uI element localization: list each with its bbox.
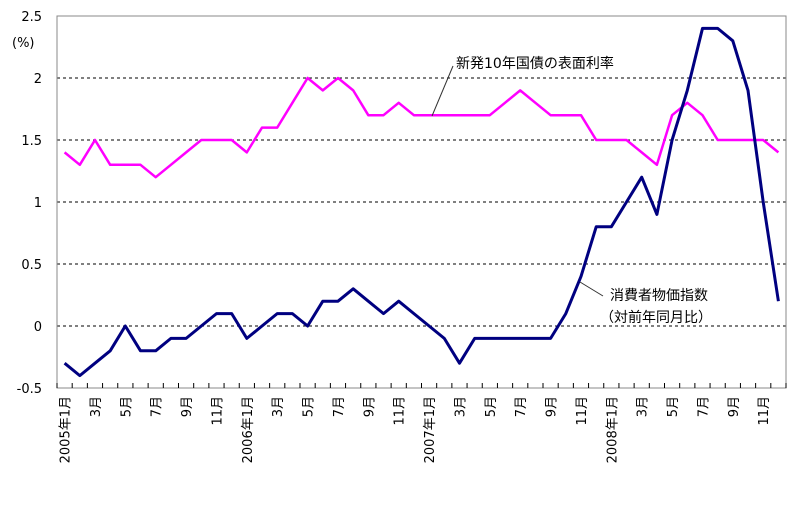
cpi-series-label: 消費者物価指数 [610,288,708,304]
x-tick-label: 7月 [150,396,165,417]
x-tick-label: 5月 [484,396,499,417]
x-tick-label: 2008年1月 [605,396,620,463]
x-tick-label: 11月 [210,396,225,426]
x-tick-label: 5月 [119,396,134,417]
x-tick-label: 9月 [180,396,195,417]
x-tick-label: 3月 [89,396,104,417]
y-tick-label: 1 [34,196,42,211]
x-tick-label: 7月 [696,396,711,417]
x-tick-label: 7月 [514,396,529,417]
x-tick-label: 3月 [636,396,651,417]
bond-rate-leader-line [432,66,453,116]
x-tick-label: 3月 [453,396,468,417]
x-tick-label: 9月 [727,396,742,417]
bond-rate-series-line [65,78,779,177]
x-tick-label: 9月 [545,396,560,417]
x-tick-label: 2007年1月 [423,396,438,463]
bond-rate-series-label: 新発10年国債の表面利率 [456,55,614,72]
y-tick-label: 1.5 [21,134,42,149]
x-tick-label: 7月 [332,396,347,417]
x-tick-label: 5月 [666,396,681,417]
y-tick-label: -0.5 [17,382,42,397]
y-tick-label: 2 [34,72,42,87]
x-tick-label: 11月 [393,396,408,426]
y-axis: 2.5 2 1.5 1 0.5 0 -0.5 [17,10,42,397]
y-unit-label: (%) [12,36,35,51]
y-tick-label: 0.5 [21,258,42,273]
x-axis: 2005年1月 3月 5月 7月 9月 11月 2006年1月 3月 5月 7月 9月 11月 2007… [57,383,786,463]
cpi-leader-line [580,282,603,296]
x-tick-label: 2005年1月 [59,396,74,463]
y-tick-label: 0 [34,320,42,335]
x-tick-label: 11月 [575,396,590,426]
x-tick-label: 5月 [302,396,317,417]
x-tick-label: 2006年1月 [241,396,256,463]
x-tick-label: 11月 [757,396,772,426]
cpi-series-sublabel: （対前年同月比） [600,309,712,326]
x-tick-label: 9月 [362,396,377,417]
y-tick-label: 2.5 [21,10,42,25]
x-tick-label: 3月 [271,396,286,417]
